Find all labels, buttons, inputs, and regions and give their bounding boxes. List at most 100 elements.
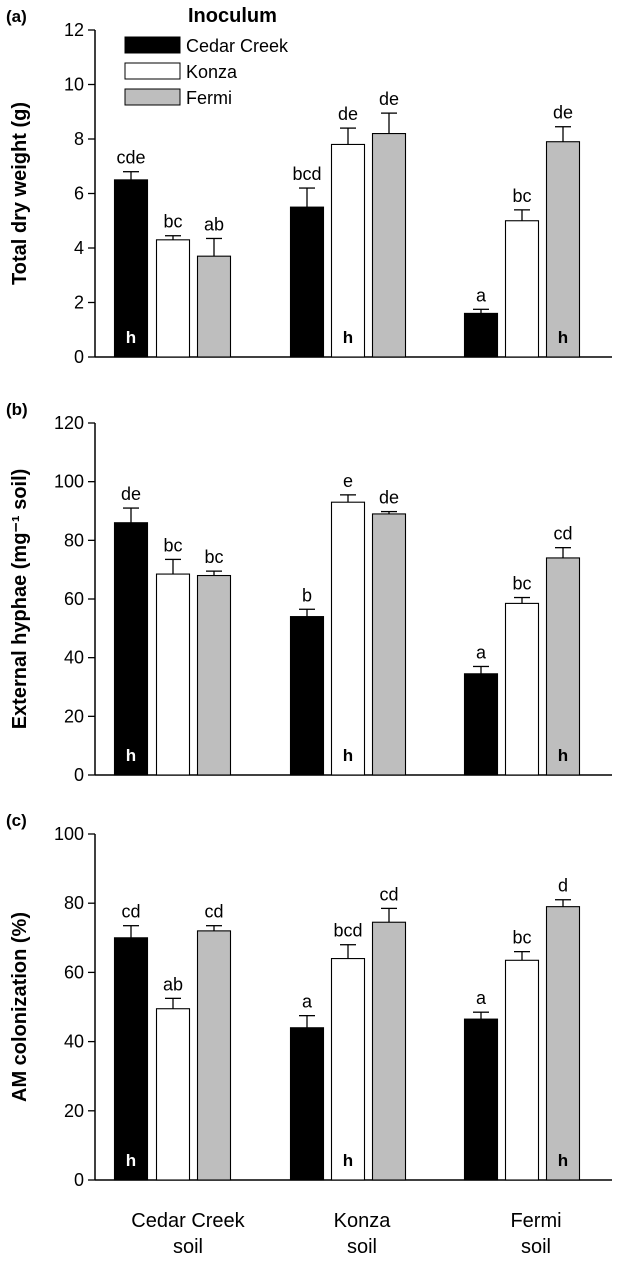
legend-swatch-konza [124, 62, 181, 80]
bar-cedar-creek-3 [463, 1018, 499, 1181]
y-tick-label: 0 [74, 347, 84, 367]
home-soil-marker: h [343, 328, 353, 347]
y-tick-label: 80 [64, 893, 84, 913]
bar-fermi-1 [196, 255, 232, 358]
legend-label-fermi: Fermi [186, 88, 232, 108]
bar-cedar-creek-1 [113, 179, 149, 358]
x-category-fermi-line2: soil [521, 1236, 551, 1258]
y-tick-label: 10 [64, 75, 84, 95]
home-soil-marker: h [343, 746, 353, 765]
bar-konza-1 [155, 573, 191, 776]
significance-letter: bc [512, 186, 531, 206]
y-tick-label: 100 [54, 472, 84, 492]
significance-letter: d [558, 876, 568, 896]
significance-letter: de [121, 484, 141, 504]
significance-letter: bcd [333, 921, 362, 941]
legend-title: Inoculum [188, 5, 277, 27]
y-tick-label: 8 [74, 129, 84, 149]
y-tick-label: 0 [74, 765, 84, 785]
legend: Inoculum Cedar Creek Konza Fermi [124, 5, 289, 108]
bar-cedar-creek-3 [463, 673, 499, 776]
x-category-fermi-line1: Fermi [510, 1210, 561, 1232]
home-soil-marker: h [343, 1151, 353, 1170]
bar-fermi-1 [196, 930, 232, 1181]
legend-label-konza: Konza [186, 62, 238, 82]
y-tick-label: 12 [64, 20, 84, 40]
bar-fermi-3 [545, 141, 581, 358]
y-tick-label: 120 [54, 413, 84, 433]
legend-swatch-fermi [124, 88, 181, 106]
bar-fermi-2 [371, 133, 407, 358]
bar-cedar-creek-1 [113, 522, 149, 776]
y-tick-label: 60 [64, 962, 84, 982]
significance-letter: bc [204, 547, 223, 567]
x-category-cedar-creek-line1: Cedar Creek [131, 1210, 245, 1232]
x-category-cedar-creek-line2: soil [173, 1236, 203, 1258]
legend-swatch-cedar-creek [124, 36, 181, 54]
significance-letter: cd [204, 902, 223, 922]
significance-letter: ab [204, 214, 224, 234]
bar-fermi-2 [371, 513, 407, 776]
x-category-konza-line2: soil [347, 1236, 377, 1258]
x-category-konza-line1: Konza [334, 1210, 392, 1232]
bar-konza-2 [330, 958, 366, 1181]
significance-letter: de [379, 89, 399, 109]
significance-letter: bcd [292, 164, 321, 184]
bar-konza-3 [504, 959, 540, 1181]
bar-konza-3 [504, 602, 540, 776]
legend-label-cedar-creek: Cedar Creek [186, 36, 289, 56]
significance-letter: bc [512, 928, 531, 948]
significance-letter: cd [121, 902, 140, 922]
panel-label: (c) [6, 811, 27, 830]
significance-letter: bc [163, 535, 182, 555]
bar-cedar-creek-2 [289, 206, 325, 358]
panel-c: (c) 0 20 40 60 80 100 AM colonization (%) cd a a ab… [6, 811, 612, 1190]
significance-letter: bc [163, 212, 182, 232]
bar-konza-3 [504, 220, 540, 358]
bar-fermi-3 [545, 557, 581, 776]
y-tick-label: 20 [64, 706, 84, 726]
significance-letter: a [476, 642, 487, 662]
significance-letter: a [302, 992, 313, 1012]
x-category-labels: Cedar Creek soil Konza soil Fermi soil [131, 1210, 561, 1258]
panel-label: (b) [6, 400, 28, 419]
significance-letter: cde [116, 148, 145, 168]
significance-letter: cd [379, 884, 398, 904]
y-tick-label: 100 [54, 824, 84, 844]
bar-fermi-1 [196, 574, 232, 776]
y-tick-label: 20 [64, 1101, 84, 1121]
y-axis-label: Total dry weight (g) [9, 102, 31, 285]
y-tick-label: 0 [74, 1170, 84, 1190]
y-tick-label: 4 [74, 238, 84, 258]
bar-cedar-creek-1 [113, 937, 149, 1181]
y-tick-label: 60 [64, 589, 84, 609]
home-soil-marker: h [558, 746, 568, 765]
bar-cedar-creek-3 [463, 312, 499, 358]
significance-letter: bc [512, 574, 531, 594]
bar-konza-1 [155, 239, 191, 358]
bar-konza-2 [330, 501, 366, 776]
y-tick-label: 80 [64, 530, 84, 550]
home-soil-marker: h [126, 746, 136, 765]
bar-fermi-3 [545, 906, 581, 1181]
bar-fermi-2 [371, 921, 407, 1181]
significance-letter: de [553, 103, 573, 123]
home-soil-marker: h [126, 328, 136, 347]
significance-letter: cd [553, 524, 572, 544]
y-tick-label: 40 [64, 648, 84, 668]
home-soil-marker: h [126, 1151, 136, 1170]
panel-b: (b) 0 20 40 60 80 100 120 External hyphae (mg⁻¹ … [6, 400, 612, 785]
significance-letter: b [302, 585, 312, 605]
y-axis-label: External hyphae (mg⁻¹ soil) [9, 469, 31, 730]
home-soil-marker: h [558, 1151, 568, 1170]
bar-konza-2 [330, 143, 366, 358]
panel-label: (a) [6, 7, 27, 26]
significance-letter: ab [163, 974, 183, 994]
significance-letter: de [379, 488, 399, 508]
y-tick-label: 2 [74, 293, 84, 313]
bar-cedar-creek-2 [289, 1027, 325, 1181]
home-soil-marker: h [558, 328, 568, 347]
